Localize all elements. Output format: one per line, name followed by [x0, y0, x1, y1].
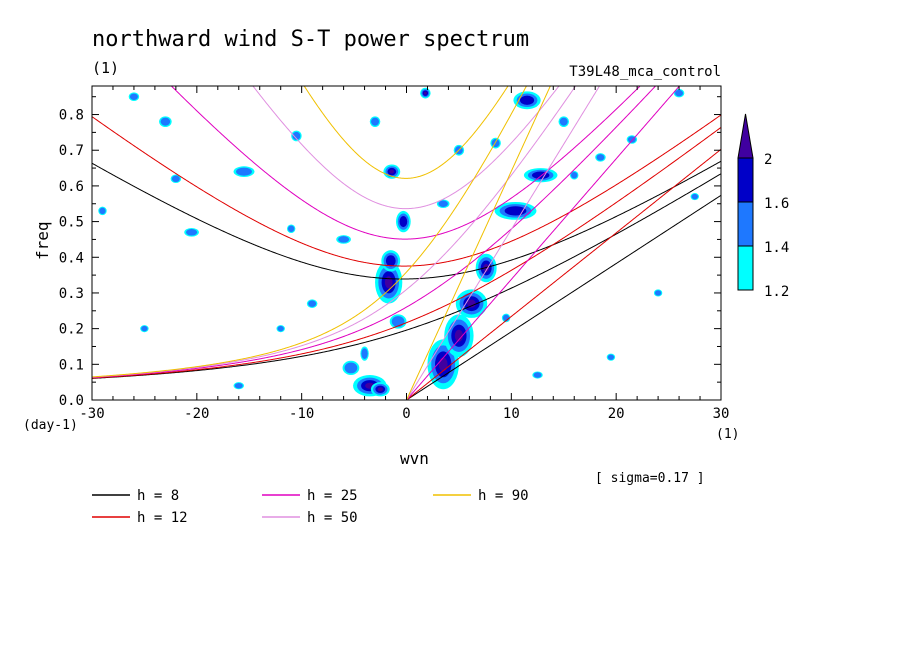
colorbar-segment [737, 201, 754, 247]
x-tick-label: 10 [503, 406, 520, 422]
y-tick-label: 0.3 [59, 286, 84, 302]
spectrum-blob-2-level-2 [399, 216, 408, 228]
colorbar-arrow [737, 113, 754, 159]
y-tick-labels: 0.0 0.1 0.2 0.3 0.4 0.5 0.6 0.7 0.8 [59, 108, 84, 409]
spectrum-blob-12-level-3 [423, 91, 427, 95]
spectrum-blob-11-level-3 [389, 169, 395, 174]
dispersion-curves [92, 86, 721, 400]
dispersion-curve-h12-kelvin [406, 148, 721, 400]
spectrum-blob-28-level-1 [438, 200, 448, 208]
legend-label-h50: h = 50 [307, 510, 358, 526]
x-tick-label: 0 [402, 406, 410, 422]
spectrum-blob-18-level-1 [236, 167, 252, 176]
spectrum-blob-25-level-1 [338, 236, 350, 243]
spectrum-blob-37-level-1 [607, 354, 615, 360]
spectrum-blob-17-level-1 [292, 131, 301, 141]
legend: h = 8 h = 12 h = 25 h = 50 h = 90 [92, 488, 529, 526]
plot-frame [91, 85, 722, 401]
x-tick-label: 30 [713, 406, 730, 422]
chart-title: northward wind S-T power spectrum [92, 27, 529, 52]
spectrum-blob-15-level-1 [361, 348, 368, 360]
spectrum-blob-26-level-1 [308, 300, 317, 307]
spectrum-blob-36-level-1 [654, 290, 662, 296]
dispersion-curve-h50-mrg [92, 86, 577, 378]
x-axis-label: wvn [400, 449, 429, 468]
x-tick-label: 20 [608, 406, 625, 422]
spectrum-blob-10-level-2 [531, 171, 550, 179]
spectrum-blob-40-level-1 [141, 325, 148, 332]
colorbar-label: 2 [764, 152, 772, 168]
spectrum-blob-14-level-1 [344, 362, 358, 374]
spectrum-blob-24-level-1 [371, 117, 380, 126]
x-tick-label: -20 [184, 406, 209, 422]
spectrum-blob-31-level-1 [571, 171, 578, 179]
legend-label-h90: h = 90 [478, 488, 529, 504]
x-tick-labels: -30 -20 -10 0 10 20 30 [79, 406, 729, 422]
colorbar-label: 1.4 [764, 240, 789, 256]
colorbar: 1.2 1.4 1.6 2 [737, 113, 789, 300]
dispersion-curve-h50-ig1 [252, 86, 560, 210]
y-tick-label: 0.1 [59, 357, 84, 373]
dispersion-curve-h12-mrg [92, 126, 721, 379]
spectrum-blob-19-level-1 [186, 229, 198, 236]
spectrum-blob-30-level-1 [559, 117, 568, 126]
x-tick-label: -10 [289, 406, 314, 422]
spectrum-blob-23-level-1 [99, 207, 106, 215]
spectrum-blob-7-level-3 [467, 299, 476, 308]
spectrum-blob-16-level-1 [391, 316, 405, 327]
spectrum-blob-22-level-1 [129, 93, 138, 100]
spectrum-blob-21-level-1 [160, 117, 171, 126]
y-tick-label: 0.5 [59, 215, 84, 231]
dispersion-curve-h90-mrg [92, 86, 528, 378]
dispersion-curve-h8-ig1 [92, 160, 721, 280]
y-tick-label: 0.0 [59, 393, 84, 409]
spectrum-blob-20-level-1 [171, 175, 180, 183]
spectrum-blob-38-level-1 [533, 372, 542, 378]
legend-label-h25: h = 25 [307, 488, 358, 504]
legend-label-h8: h = 8 [137, 488, 179, 504]
spectrum-blob-34-level-1 [675, 89, 684, 97]
dispersion-curve-h8-kelvin [406, 194, 721, 400]
y-axis-label: freq [33, 221, 52, 260]
sigma-note: [ sigma=0.17 ] [595, 471, 705, 486]
chart-subtitle-left: (1) [92, 59, 119, 77]
dispersion-curve-h8-mrg [92, 173, 721, 379]
dispersion-curve-h25-ig1 [170, 86, 641, 240]
dispersion-curve-h25-kelvin [406, 86, 681, 400]
dispersion-curve-h12-ig1 [92, 114, 721, 267]
spectrum-blob-41-level-1 [287, 225, 295, 232]
dispersion-curve-h50-kelvin [406, 86, 601, 400]
dispersion-curve-h90-ig1 [303, 86, 509, 179]
y-tick-label: 0.6 [59, 179, 84, 195]
spectrum-blob-5-level-3 [438, 357, 448, 372]
spectrum-blob-27-level-1 [277, 325, 284, 332]
colorbar-label: 1.6 [764, 196, 789, 212]
spectrum-blob-4-level-3 [377, 387, 383, 392]
x-tick-label: -30 [79, 406, 104, 422]
legend-label-h12: h = 12 [137, 510, 188, 526]
dispersion-curve-h25-mrg [92, 86, 657, 379]
colorbar-label: 1.2 [764, 284, 789, 300]
colorbar-segment [737, 157, 754, 203]
chart-subtitle-right: T39L48_mca_control [569, 64, 721, 80]
spectrum-blob-39-level-1 [234, 383, 243, 389]
spectrum-blob-0-level-3 [384, 276, 393, 289]
y-tick-label: 0.4 [59, 250, 84, 266]
y-tick-label: 0.8 [59, 108, 84, 124]
spectrum-blob-1-level-2 [385, 255, 396, 267]
dispersion-curve-h90-kelvin [406, 86, 551, 400]
spectrum-blob-13-level-2 [519, 95, 535, 105]
colorbar-segment [737, 245, 754, 291]
axis-ticks [91, 86, 722, 401]
y-tick-label: 0.2 [59, 322, 84, 338]
y-unit-label: (day-1) [23, 418, 78, 433]
y-tick-label: 0.7 [59, 143, 84, 159]
spectrum-blob-6-level-3 [454, 329, 464, 342]
x-unit-label: (1) [716, 427, 739, 442]
spectrum-blob-35-level-1 [691, 193, 698, 200]
spectrum-blob-32-level-1 [596, 154, 605, 161]
